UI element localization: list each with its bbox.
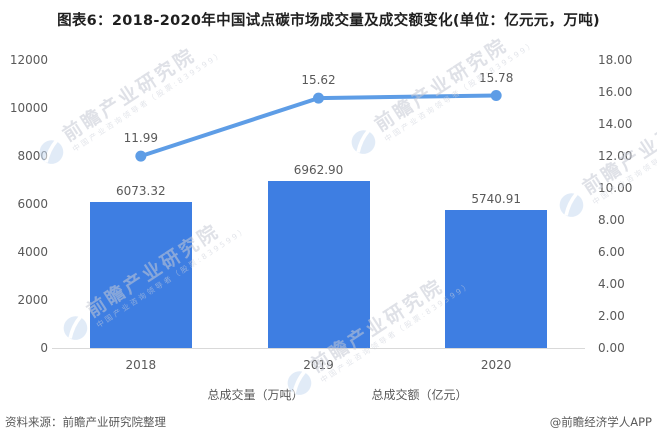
y-axis-left-label: 0 xyxy=(40,341,48,355)
x-axis-label-2020: 2020 xyxy=(480,358,512,372)
brand-watermark: 前瞻产业研究院 中国产业咨询领导者（股票:839599） xyxy=(344,21,538,162)
x-axis-line xyxy=(52,348,585,349)
y-axis-right-label: 6.00 xyxy=(598,245,625,259)
brand-watermark: 前瞻产业研究院 中国产业咨询领导者（股票:839599） xyxy=(32,31,226,172)
y-axis-left-label: 2000 xyxy=(17,293,48,307)
bar-2020 xyxy=(445,210,548,348)
y-axis-right-label: 8.00 xyxy=(598,213,625,227)
line-marker-icon xyxy=(346,390,355,399)
watermark-title: 前瞻产业研究院 xyxy=(58,43,200,147)
x-axis-label-2019: 2019 xyxy=(303,358,334,372)
y-axis-right-label: 16.00 xyxy=(598,85,633,99)
line-series-path xyxy=(138,93,499,159)
y-axis-right-label: 14.00 xyxy=(598,117,633,131)
line-point-2020 xyxy=(490,90,502,102)
line-value-label-2019: 15.62 xyxy=(301,73,336,88)
source-text: 资料来源：前瞻产业研究院整理 xyxy=(5,415,166,429)
watermark-logo-icon xyxy=(559,192,584,217)
legend-item-volume: 总成交量（万吨） xyxy=(172,386,303,403)
y-axis-right-label: 10.00 xyxy=(598,181,633,195)
y-axis-right-label: 12.00 xyxy=(598,149,633,163)
line-point-2019 xyxy=(313,92,324,104)
y-axis-right-label: 18.00 xyxy=(598,53,633,67)
bar-2018 xyxy=(89,202,192,348)
y-axis-left-label: 12000 xyxy=(9,53,48,67)
line-value-label-2020: 15.78 xyxy=(478,70,514,85)
y-axis-left-label: 10000 xyxy=(9,101,48,115)
chart-title: 图表6：2018-2020年中国试点碳市场成交量及成交额变化(单位：亿元元，万吨… xyxy=(57,13,600,29)
x-axis-label-2018: 2018 xyxy=(125,358,157,372)
line-series-swatch xyxy=(336,393,366,396)
source-row: 资料来源：前瞻产业研究院整理 @前瞻经济学人APP xyxy=(0,414,657,430)
bar-value-label-2019: 6962.90 xyxy=(293,162,344,177)
bar-value-label-2020: 5740.91 xyxy=(471,192,521,207)
y-axis-left-label: 8000 xyxy=(17,149,48,163)
bar-series-swatch xyxy=(172,389,201,399)
y-axis-left-label: 4000 xyxy=(17,245,48,259)
legend-label-value: 总成交额（亿元） xyxy=(371,387,468,402)
watermark-subtitle: 中国产业咨询领导者（股票:839599） xyxy=(382,38,538,144)
y-axis-right-label: 4.00 xyxy=(598,277,625,291)
line-value-label-2018: 11.99 xyxy=(123,131,159,146)
bar-2019 xyxy=(267,180,370,348)
y-axis-right-label: 0.00 xyxy=(598,341,625,355)
chart-legend: 总成交量（万吨） 总成交额（亿元） xyxy=(0,385,640,403)
y-axis-left-label: 6000 xyxy=(17,197,48,211)
bar-value-label-2018: 6073.32 xyxy=(116,184,166,199)
watermark-logo-icon xyxy=(351,129,376,154)
watermark-logo-icon xyxy=(63,315,88,340)
legend-item-value: 总成交额（亿元） xyxy=(336,386,468,403)
y-axis-right-label: 2.00 xyxy=(598,309,625,323)
legend-label-volume: 总成交量（万吨） xyxy=(207,387,304,402)
line-point-2018 xyxy=(135,150,147,162)
credit-text: @前瞻经济学人APP xyxy=(549,415,652,429)
